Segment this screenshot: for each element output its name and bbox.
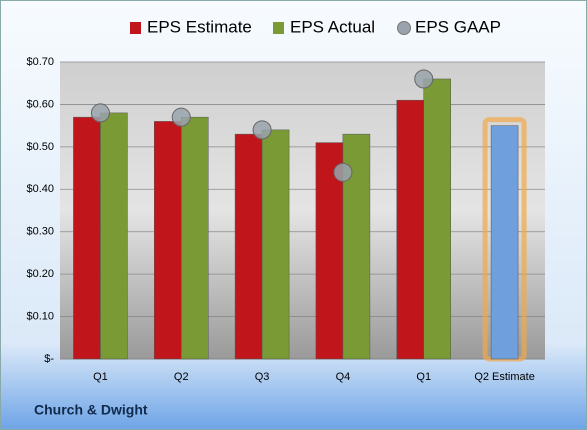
bar bbox=[234, 133, 263, 360]
bar bbox=[423, 78, 451, 360]
legend-marker bbox=[130, 22, 141, 34]
bar bbox=[490, 125, 519, 360]
legend-marker bbox=[273, 22, 284, 34]
x-tick-label: Q2 bbox=[174, 371, 189, 383]
y-tick-label: $0.70 bbox=[26, 56, 54, 68]
x-tick-label: Q4 bbox=[336, 371, 351, 383]
bar bbox=[396, 99, 424, 360]
plot-area bbox=[60, 62, 545, 359]
legend-label: EPS Actual bbox=[290, 17, 375, 36]
y-tick-label: $0.60 bbox=[26, 98, 54, 110]
y-tick-label: $0.10 bbox=[26, 310, 54, 322]
gaap-marker bbox=[171, 107, 191, 127]
x-tick-label: Q1 bbox=[416, 371, 431, 383]
footer: Church & Dwight bbox=[34, 402, 148, 418]
x-tick-label: Q3 bbox=[255, 371, 270, 383]
x-tick-label: Q1 bbox=[93, 371, 108, 383]
bar bbox=[181, 116, 209, 360]
gaap-marker bbox=[90, 103, 110, 123]
bar bbox=[154, 121, 182, 360]
y-tick-label: $- bbox=[44, 353, 54, 365]
y-tick-label: $0.30 bbox=[26, 226, 54, 238]
y-tick-label: $0.20 bbox=[26, 268, 54, 280]
gaap-marker bbox=[414, 69, 434, 89]
x-tick-label: Q2 Estimate bbox=[474, 371, 535, 383]
gaap-marker bbox=[252, 120, 272, 140]
y-tick-label: $0.40 bbox=[26, 183, 54, 195]
bar bbox=[261, 129, 290, 360]
legend-label: EPS GAAP bbox=[415, 17, 501, 36]
gaap-marker bbox=[333, 162, 353, 182]
bar bbox=[73, 116, 101, 360]
legend-label: EPS Estimate bbox=[147, 17, 252, 36]
y-tick-label: $0.50 bbox=[26, 141, 54, 153]
legend-marker bbox=[397, 21, 411, 35]
bar bbox=[100, 112, 128, 360]
